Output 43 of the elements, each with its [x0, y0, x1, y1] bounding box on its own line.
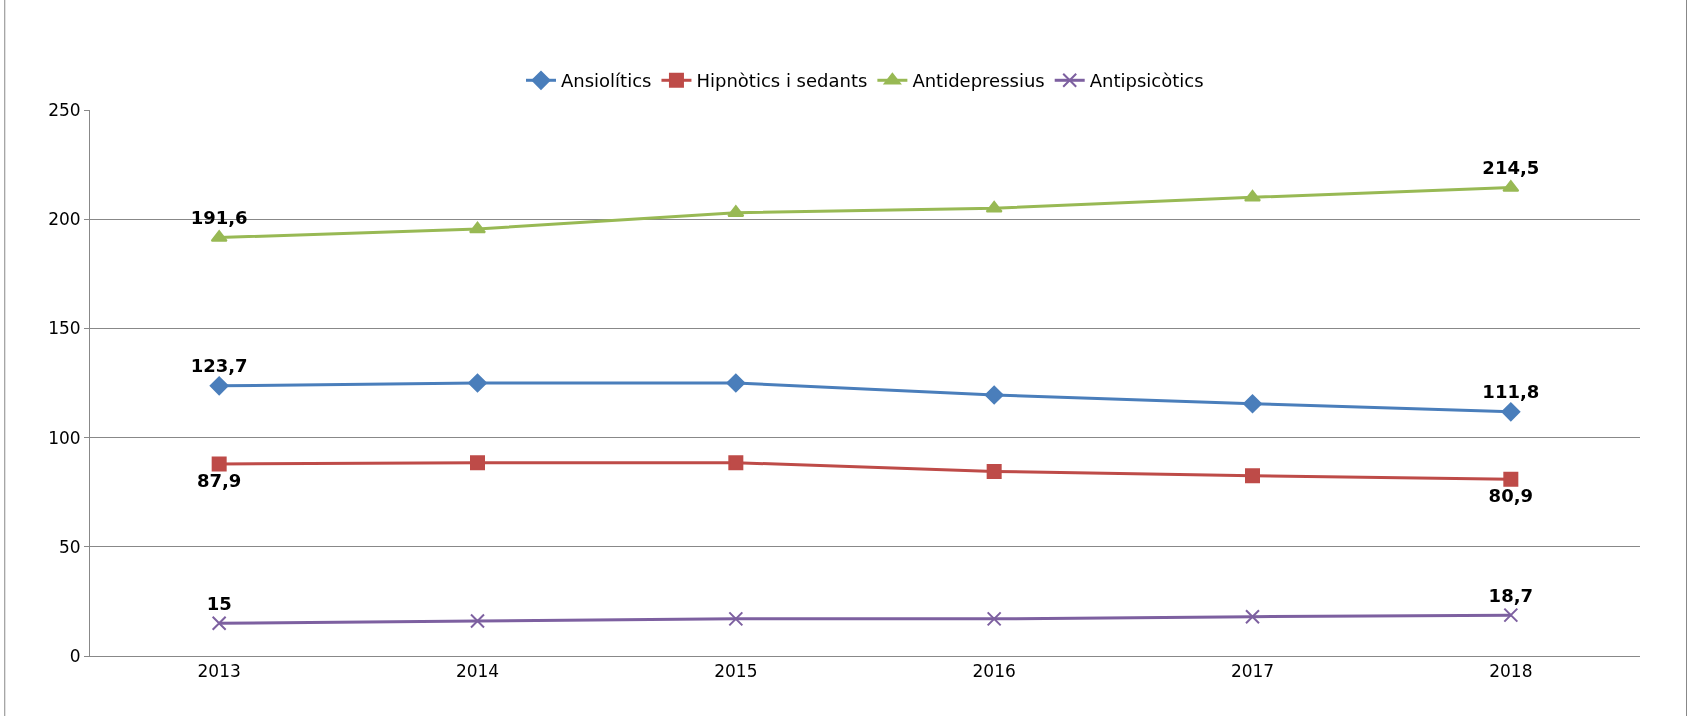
data-label: 80,9 — [1488, 484, 1534, 506]
point — [209, 376, 229, 396]
point — [468, 373, 487, 393]
point — [470, 613, 485, 629]
x-tick-label: 2013 — [197, 661, 241, 682]
point — [1245, 609, 1260, 625]
point — [1245, 468, 1260, 484]
data-label: 191,6 — [190, 206, 248, 228]
point — [726, 373, 746, 393]
data-label: 111,8 — [1482, 381, 1540, 403]
legend-label: Ansiolítics — [561, 70, 652, 92]
point — [211, 615, 227, 631]
point — [986, 463, 1002, 479]
y-tick-label: 100 — [48, 427, 81, 448]
x-tick-label: 2018 — [1489, 661, 1533, 682]
data-label: 15 — [206, 592, 232, 614]
legend-label: Hipnòtics i sedants — [696, 70, 868, 92]
point — [1501, 402, 1521, 422]
x-tick-label: 2015 — [714, 661, 758, 682]
point — [986, 611, 1002, 627]
x-tick-label: 2016 — [972, 661, 1016, 682]
y-tick-label: 50 — [58, 536, 81, 557]
y-tick-label: 250 — [48, 99, 81, 120]
point — [728, 611, 744, 627]
data-label: 123,7 — [190, 355, 248, 377]
point — [1503, 471, 1519, 487]
point — [211, 456, 227, 472]
data-label: 87,9 — [196, 469, 242, 491]
legend-label: Antipsicòtics — [1089, 70, 1204, 92]
point — [728, 455, 744, 471]
point — [984, 385, 1004, 405]
x-tick-label: 2014 — [455, 661, 500, 682]
point — [1503, 607, 1519, 623]
point — [470, 455, 485, 471]
y-tick-label: 200 — [48, 209, 81, 230]
data-label: 214,5 — [1482, 156, 1540, 178]
x-tick-label: 2017 — [1230, 661, 1275, 682]
point — [1243, 394, 1262, 414]
point — [985, 200, 1003, 213]
legend-label: Antidepressius — [912, 70, 1045, 92]
data-label: 18,7 — [1488, 584, 1534, 606]
y-tick-label: 0 — [69, 645, 81, 666]
y-tick-label: 150 — [48, 318, 81, 339]
